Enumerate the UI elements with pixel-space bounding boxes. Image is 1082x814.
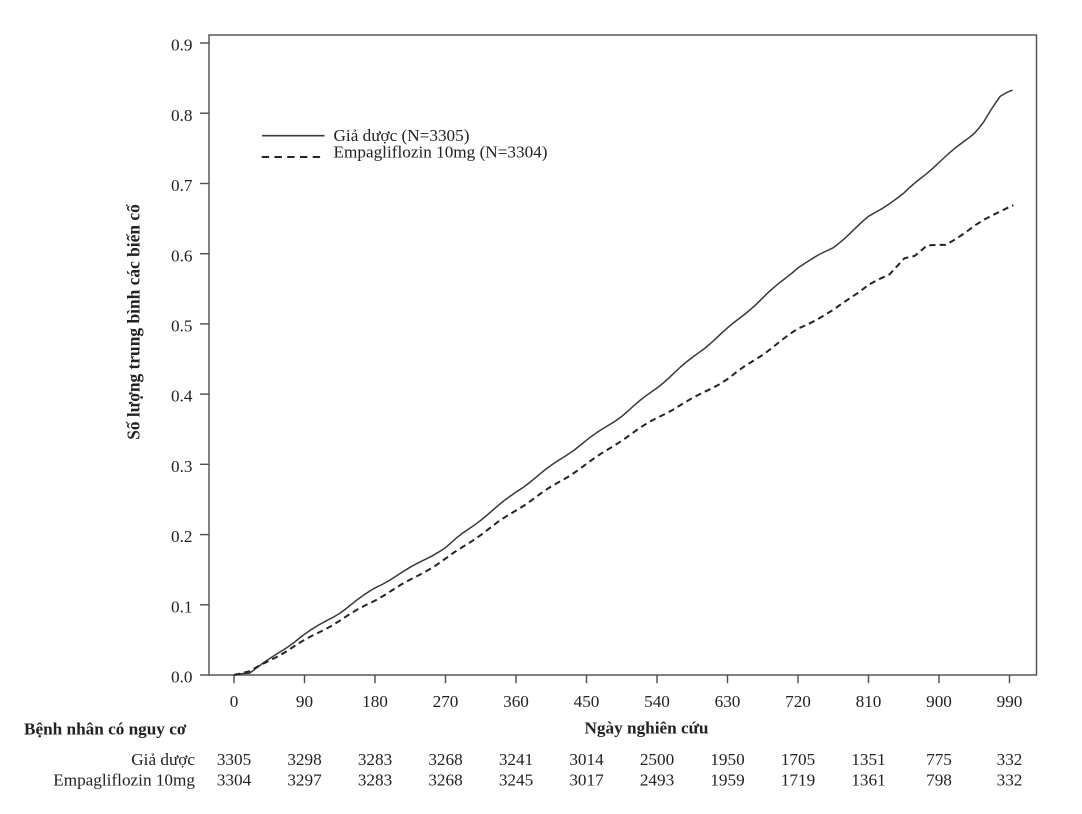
svg-text:0: 0 [230, 692, 239, 711]
svg-text:2493: 2493 [640, 771, 674, 790]
svg-text:3298: 3298 [287, 750, 321, 769]
svg-text:0.9: 0.9 [171, 36, 192, 55]
svg-text:3245: 3245 [499, 771, 533, 790]
svg-text:1361: 1361 [851, 771, 885, 790]
svg-text:3017: 3017 [569, 771, 604, 790]
svg-text:Bệnh nhân có nguy cơ: Bệnh nhân có nguy cơ [24, 720, 187, 739]
svg-text:360: 360 [503, 692, 529, 711]
svg-text:0.6: 0.6 [171, 246, 193, 265]
svg-text:990: 990 [997, 692, 1023, 711]
svg-text:3268: 3268 [428, 771, 462, 790]
svg-text:3304: 3304 [217, 771, 252, 790]
svg-text:3283: 3283 [358, 771, 392, 790]
svg-text:Ngày nghiên cứu: Ngày nghiên cứu [585, 719, 709, 738]
svg-text:720: 720 [785, 692, 811, 711]
svg-text:0.0: 0.0 [171, 668, 192, 687]
svg-text:1959: 1959 [710, 771, 744, 790]
svg-text:810: 810 [856, 692, 882, 711]
svg-text:Số lượng trung bình các biến c: Số lượng trung bình các biến cố [124, 204, 144, 440]
svg-text:3305: 3305 [217, 750, 251, 769]
svg-text:0.8: 0.8 [171, 106, 192, 125]
svg-text:Giả dược (N=3305): Giả dược (N=3305) [334, 126, 470, 145]
svg-text:775: 775 [926, 750, 952, 769]
svg-text:0.7: 0.7 [171, 176, 193, 195]
svg-text:270: 270 [433, 692, 459, 711]
svg-text:332: 332 [997, 771, 1023, 790]
svg-text:900: 900 [926, 692, 952, 711]
svg-text:0.4: 0.4 [171, 387, 193, 406]
svg-text:0.2: 0.2 [171, 527, 192, 546]
svg-text:3241: 3241 [499, 750, 533, 769]
svg-text:Empagliflozin 10mg: Empagliflozin 10mg [53, 771, 195, 790]
svg-text:450: 450 [574, 692, 600, 711]
svg-text:798: 798 [926, 771, 952, 790]
svg-text:1950: 1950 [710, 750, 744, 769]
svg-text:Giả dược: Giả dược [131, 750, 195, 769]
svg-text:332: 332 [997, 750, 1023, 769]
svg-text:Empagliflozin 10mg (N=3304): Empagliflozin 10mg (N=3304) [334, 142, 548, 161]
svg-text:3297: 3297 [287, 771, 322, 790]
svg-text:3268: 3268 [428, 750, 462, 769]
svg-text:2500: 2500 [640, 750, 674, 769]
svg-text:1351: 1351 [851, 750, 885, 769]
svg-text:0.1: 0.1 [171, 597, 192, 616]
svg-text:180: 180 [362, 692, 388, 711]
svg-text:3014: 3014 [569, 750, 604, 769]
svg-text:0.3: 0.3 [171, 457, 192, 476]
svg-text:630: 630 [715, 692, 741, 711]
svg-text:540: 540 [644, 692, 670, 711]
svg-text:90: 90 [296, 692, 313, 711]
svg-text:1719: 1719 [781, 771, 815, 790]
svg-text:1705: 1705 [781, 750, 815, 769]
svg-text:0.5: 0.5 [171, 317, 192, 336]
svg-text:3283: 3283 [358, 750, 392, 769]
